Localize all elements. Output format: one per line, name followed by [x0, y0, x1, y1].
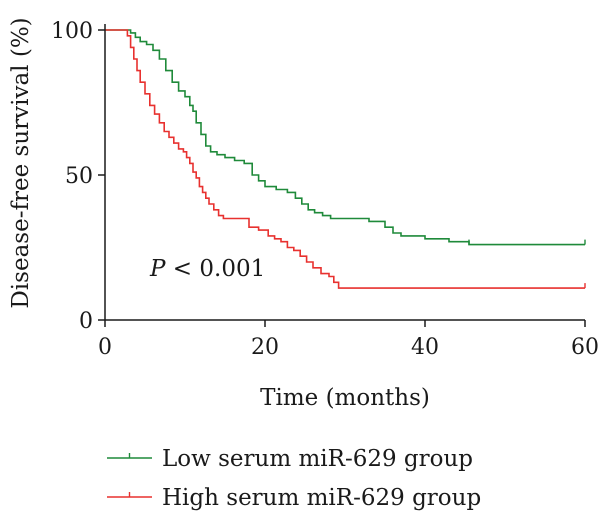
legend: Low serum miR-629 group High serum miR-62…	[107, 446, 481, 511]
legend-label: Low serum miR-629 group	[162, 446, 473, 472]
x-axis-label: Time (months)	[260, 385, 430, 411]
y-tick-label: 0	[79, 309, 93, 334]
x-tick-label: 40	[411, 335, 439, 360]
p-value-annotation: P < 0.001	[149, 256, 265, 282]
plot-lines	[105, 29, 586, 289]
legend-label: High serum miR-629 group	[162, 485, 481, 511]
x-tick-label: 20	[251, 335, 279, 360]
y-tick-label: 50	[65, 164, 93, 189]
y-axis-label: Disease-free survival (%)	[8, 17, 34, 308]
ticks: 0 50 100 0 20 40 60	[51, 19, 599, 360]
p-value-rest: < 0.001	[165, 256, 265, 282]
survival-curve-low	[105, 29, 585, 246]
survival-curve-high	[105, 29, 585, 289]
p-value-italic: P	[149, 256, 166, 282]
axes	[104, 24, 585, 321]
x-tick-label: 0	[98, 335, 112, 360]
x-tick-label: 60	[571, 335, 599, 360]
y-tick-label: 100	[51, 19, 93, 44]
